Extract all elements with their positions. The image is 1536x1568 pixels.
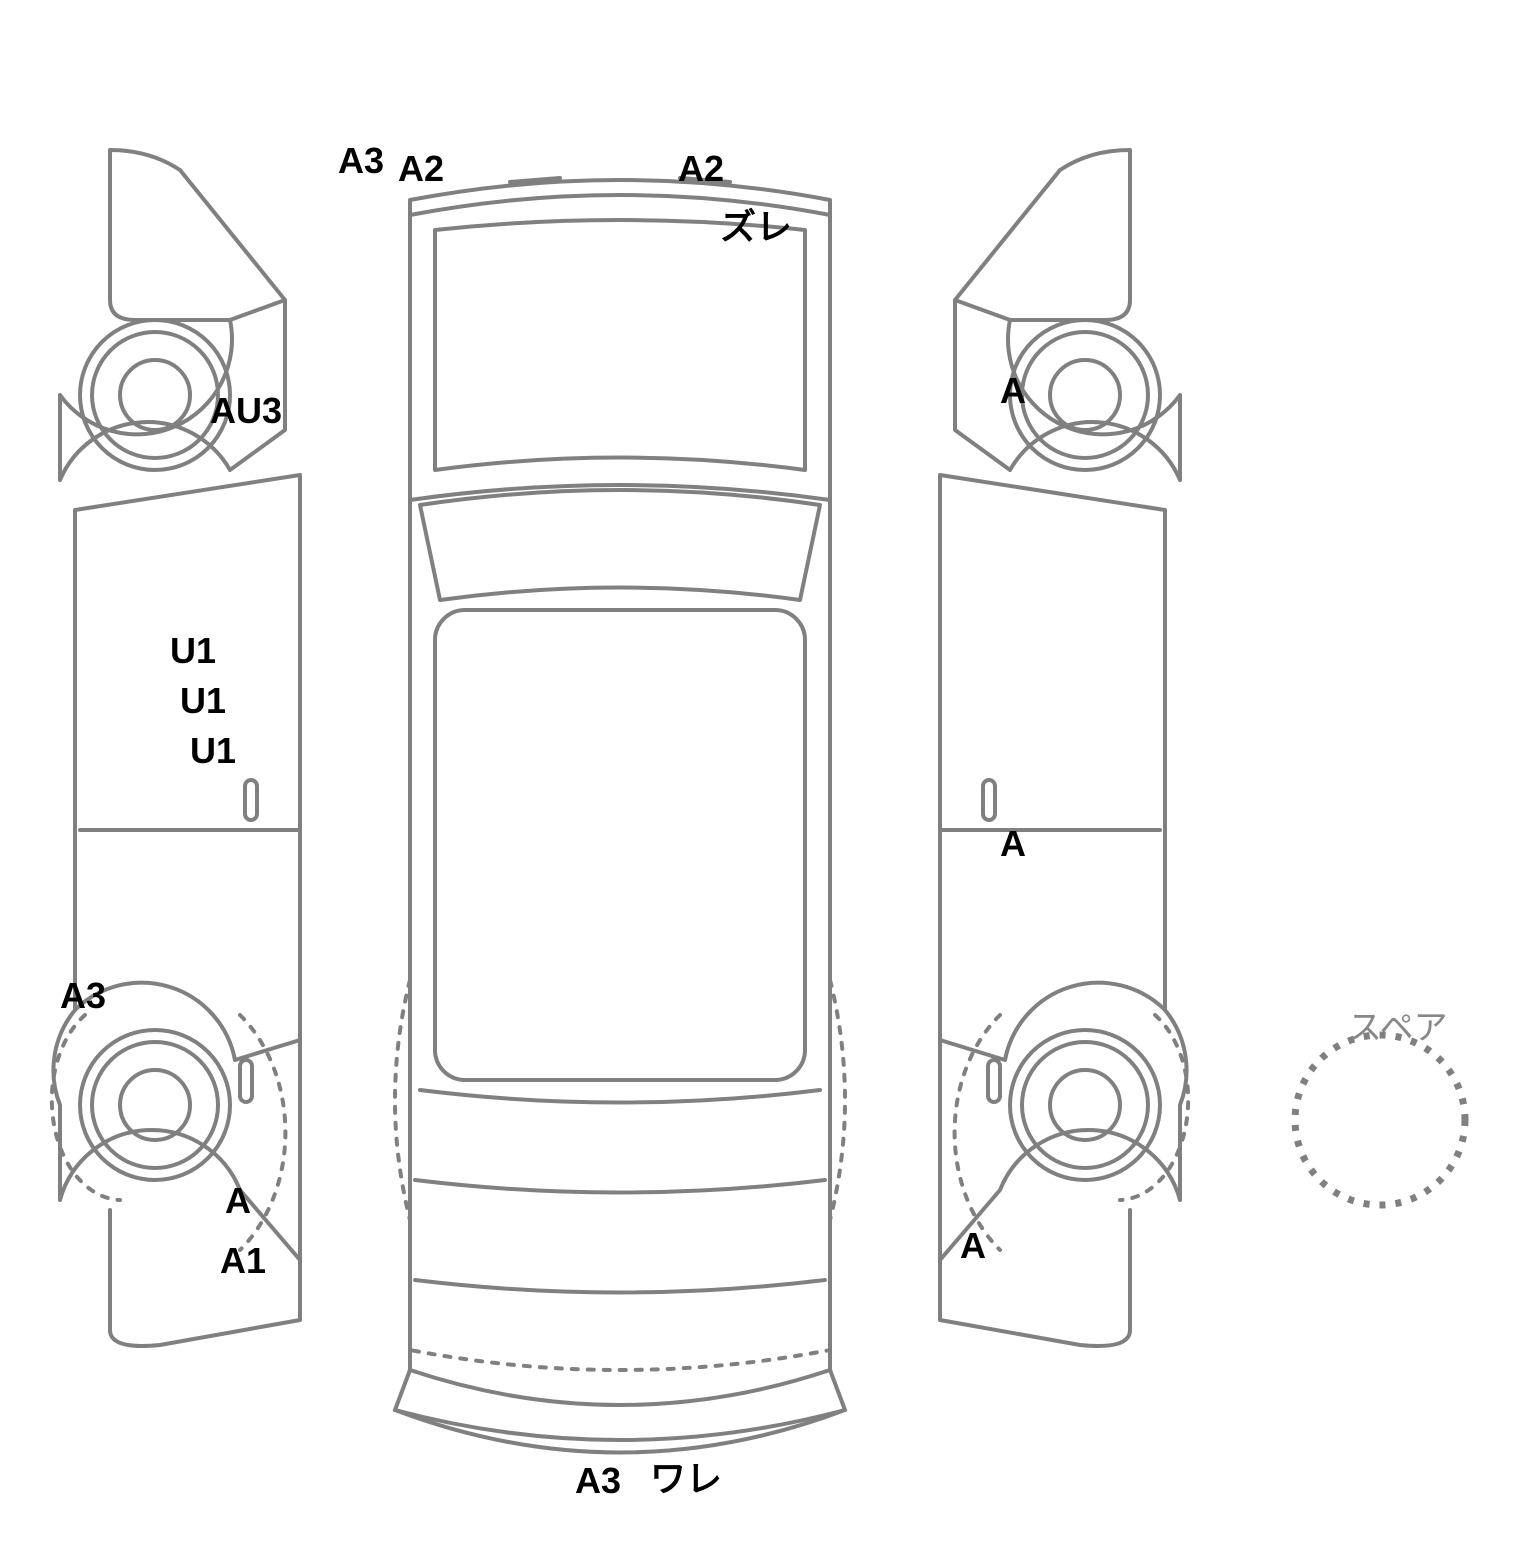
damage-label: U1 xyxy=(170,630,216,672)
damage-label: A xyxy=(1000,823,1026,865)
damage-label: A3 xyxy=(60,975,106,1017)
damage-label: A3 xyxy=(575,1460,621,1502)
damage-label: A xyxy=(960,1225,986,1267)
damage-label: A1 xyxy=(220,1240,266,1282)
damage-label: ワレ xyxy=(650,1450,722,1502)
damage-label: A xyxy=(1000,370,1026,412)
spare-tyre-label: スペア xyxy=(1348,1000,1448,1049)
damage-label: A2 xyxy=(398,148,444,190)
damage-label: U1 xyxy=(190,730,236,772)
damage-label: A xyxy=(225,1180,251,1222)
car-condition-diagram: A3 A2 A2 ズレ AU3 A U1 U1 U1 A A3 A A1 A A3 ワレ スペア xyxy=(0,0,1536,1568)
damage-label: A2 xyxy=(678,148,724,190)
damage-label: U1 xyxy=(180,680,226,722)
damage-label: ズレ xyxy=(720,198,792,250)
damage-label: A3 xyxy=(338,140,384,182)
damage-label: AU3 xyxy=(210,390,282,432)
